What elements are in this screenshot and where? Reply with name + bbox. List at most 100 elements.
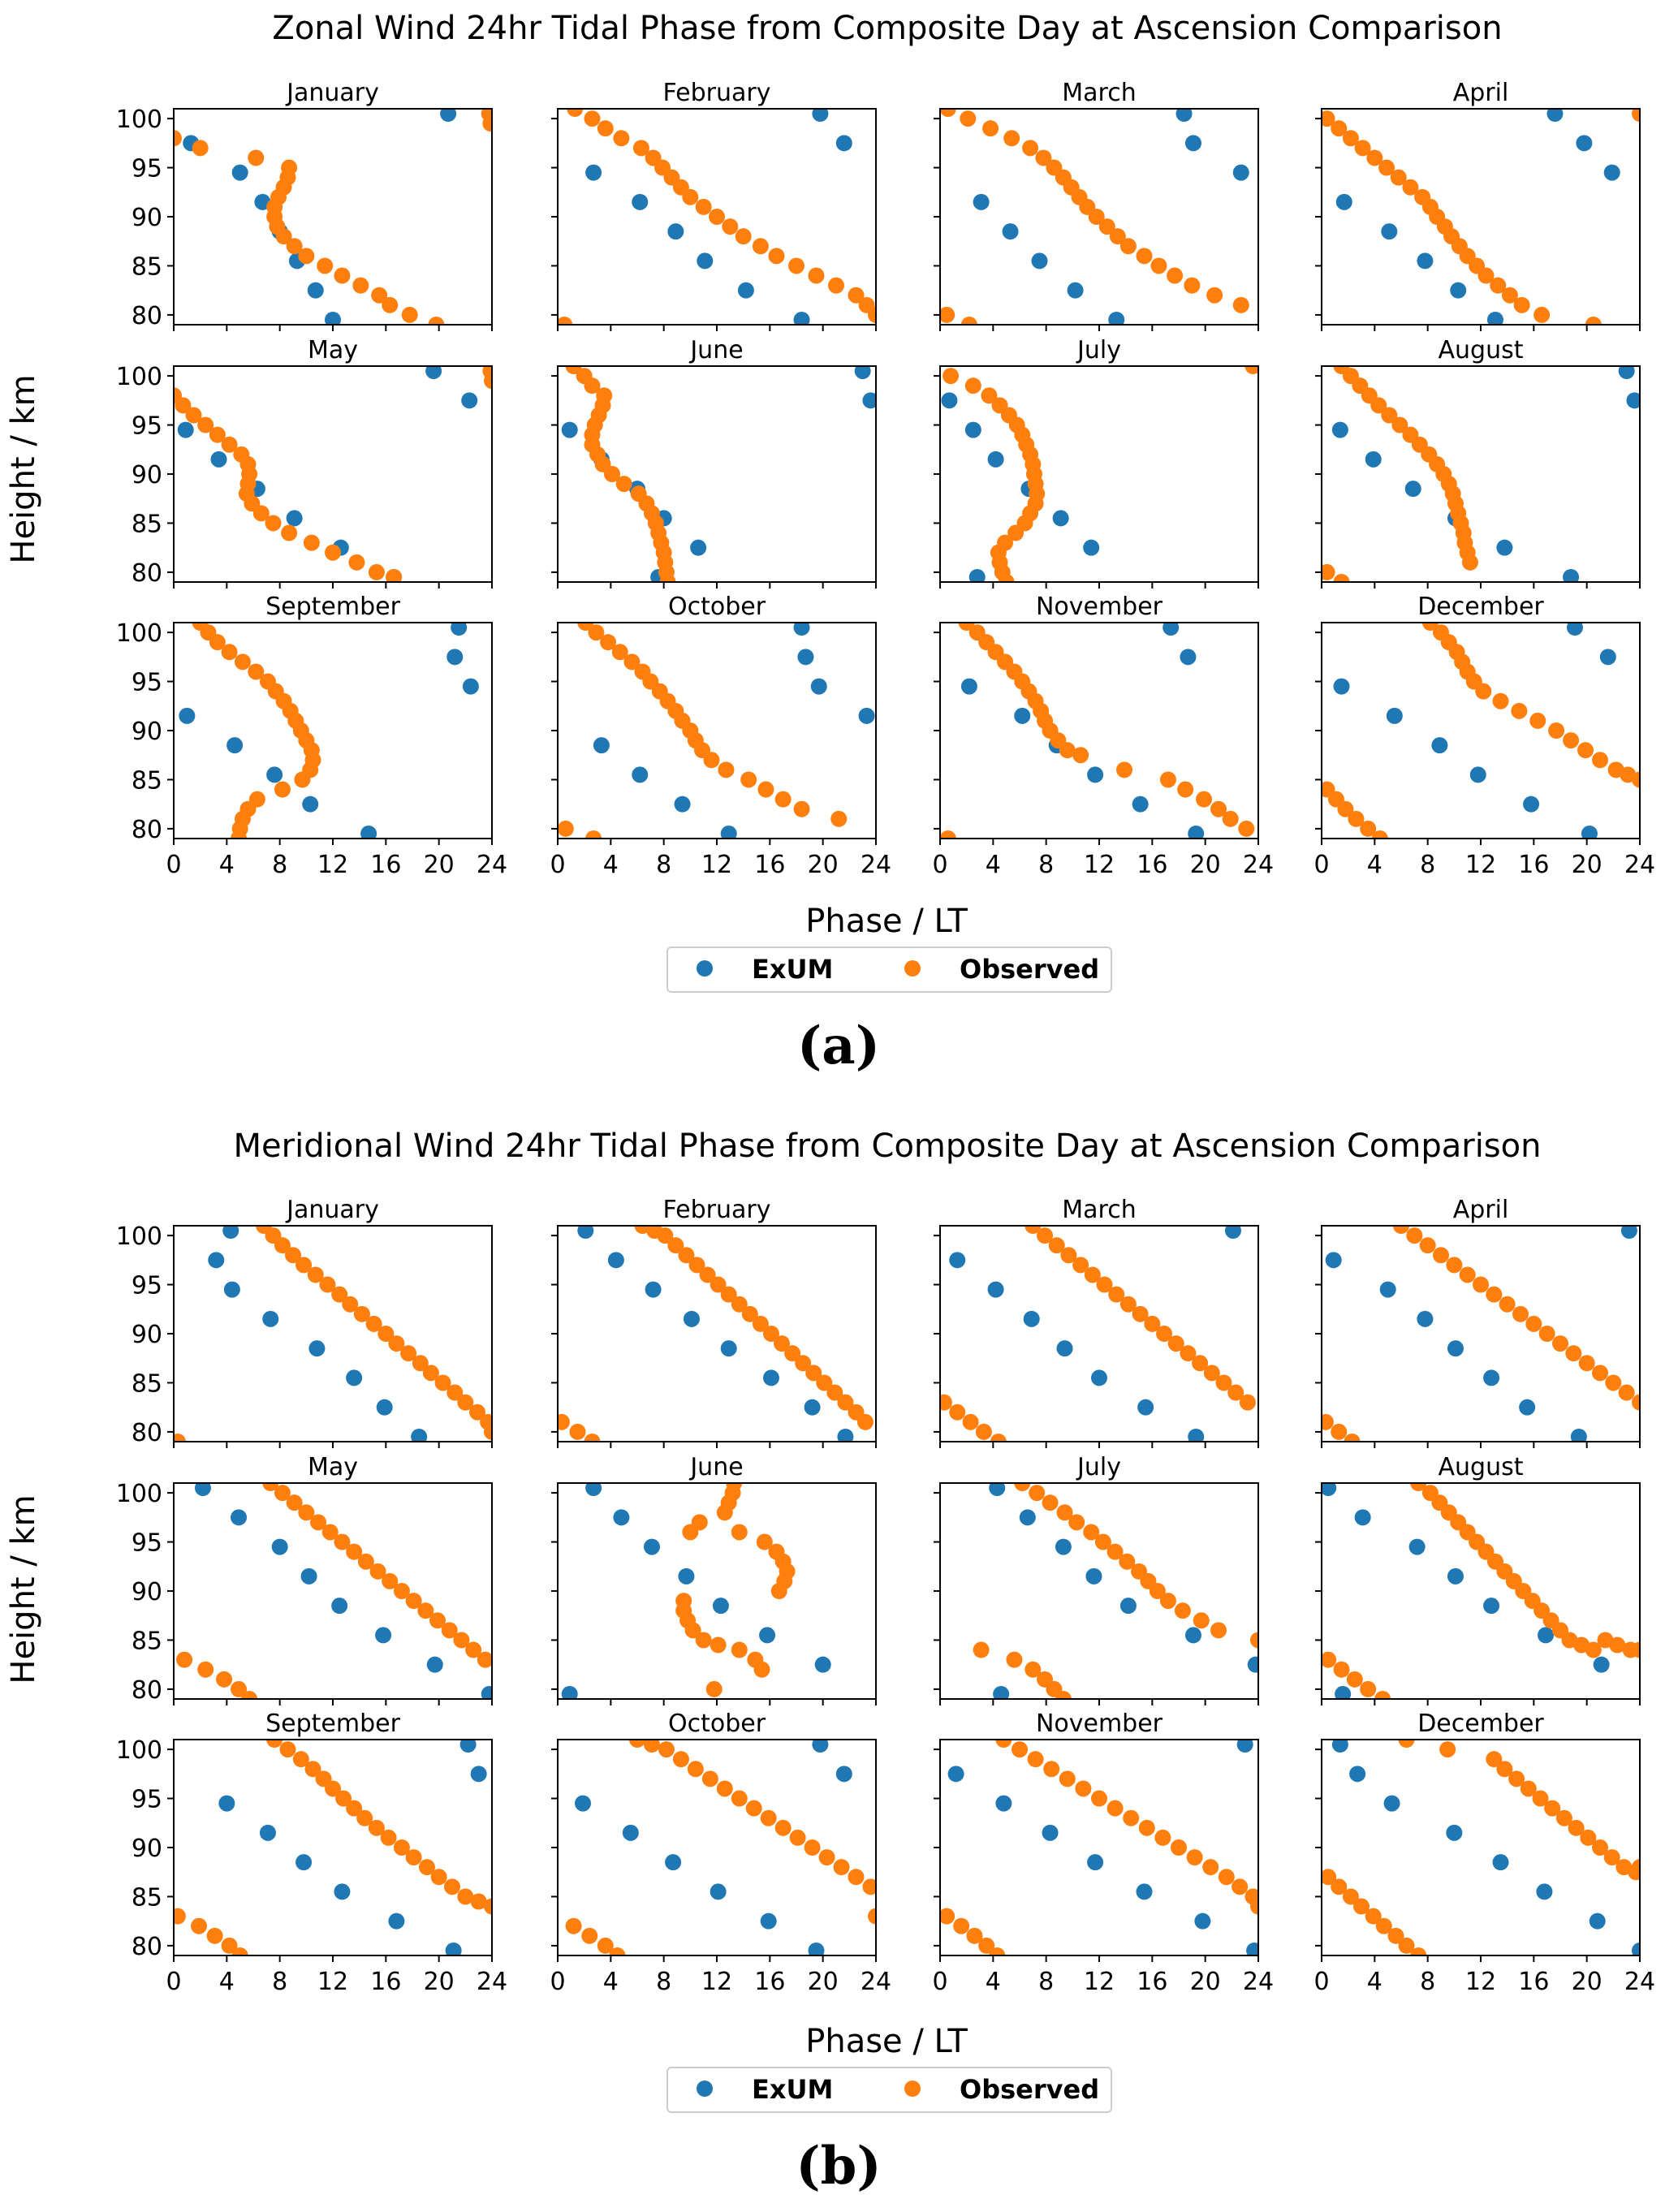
observed-point [331,1286,348,1303]
observed-point [1387,1927,1404,1944]
observed-point [1406,1227,1423,1244]
exum-point [1593,1656,1610,1673]
meridional-wind-figure: Meridional Wind 24hr Tidal Phase from Co… [5,1128,1655,2197]
exum-point [1163,623,1180,636]
scatter-points [940,109,1249,325]
panel-title: November [1036,593,1163,621]
meridional-panel-december: December 0 4 8 12 16 20 24 [1313,1710,1655,1996]
legend-exum-marker-icon [697,960,713,977]
y-tick-label: 95 [132,1786,162,1814]
observed-point [1378,159,1395,176]
observed-point [585,830,602,839]
legend-exum-marker-icon [697,2080,713,2097]
meridional-panel-june: June [551,1453,877,1705]
panel-title: April [1453,1196,1509,1224]
observed-point [275,228,292,245]
observed-point [1390,169,1407,186]
observed-point [221,1937,238,1954]
observed-point [393,1583,410,1599]
observed-point [382,296,399,313]
exum-point [645,1281,662,1298]
legend-observed-marker-icon [904,960,921,977]
observed-point [848,287,865,304]
observed-point [465,1641,482,1658]
exum-point [737,282,754,299]
y-tick-label: 100 [116,1222,162,1251]
observed-point [731,1790,748,1807]
observed-point [377,1326,395,1342]
panel-title: January [285,1196,379,1224]
x-tick-label: 16 [754,851,785,879]
observed-point [1106,1543,1124,1560]
y-tick-label: 90 [132,461,162,489]
observed-point [613,130,630,147]
observed-point [1365,1908,1382,1925]
exum-point [1417,252,1434,269]
exum-point [643,1538,660,1555]
exum-point [445,1942,462,1955]
exum-point [561,421,578,438]
exum-point [987,451,1004,468]
x-tick-label: 4 [1367,851,1383,879]
observed-point [1159,1593,1176,1610]
scatter-points [565,1740,876,1955]
zonal-panel-october: October 0 4 8 12 16 20 24 [550,593,891,879]
exum-point [1247,1656,1258,1673]
observed-point [774,1819,792,1836]
zonal-legend: ExUM Observed [666,946,1112,993]
meridional-figure-title: Meridional Wind 24hr Tidal Phase from Co… [234,1128,1542,1165]
exum-point [1536,1883,1553,1900]
observed-point [682,188,699,205]
exum-point [1083,539,1100,556]
exum-point [1325,1252,1342,1269]
observed-point [1055,1691,1072,1699]
observed-point [405,1849,422,1866]
exum-point [667,223,684,240]
observed-point [1331,120,1348,137]
observed-point [1585,1641,1602,1658]
observed-point [1149,1583,1166,1599]
scatter-points [174,366,492,582]
observed-point [304,1761,321,1778]
observed-point [793,800,810,817]
observed-point [1042,1494,1059,1511]
y-tick-label: 80 [132,1933,162,1961]
observed-point [221,436,238,453]
observed-point [940,109,956,117]
exum-point [1232,164,1249,181]
observed-point [484,1898,492,1915]
observed-point [1585,317,1602,325]
scatter-points [940,1226,1256,1442]
observed-point [174,130,182,147]
exum-point [1087,1854,1104,1871]
observed-point [286,238,303,255]
scatter-points [973,1483,1258,1699]
exum-point [1119,1598,1137,1615]
y-tick-label: 80 [132,559,162,588]
x-tick-label: 24 [1624,1968,1655,1996]
exum-point [1175,109,1193,123]
observed-point [1410,1947,1427,1955]
observed-point [1003,130,1020,147]
observed-point [1513,296,1530,313]
zonal-panel-november: November 0 4 8 12 16 20 24 [932,593,1274,879]
exum-point [262,1310,279,1327]
observed-point [382,1572,399,1589]
observed-point [816,1374,833,1391]
observed-point [1354,140,1371,157]
exum-point [1019,1509,1036,1526]
x-tick-label: 16 [754,1968,785,1996]
exum-point [1450,282,1467,299]
exum-point [462,678,479,695]
exum-point [960,678,977,695]
observed-point [558,317,573,325]
zonal-panel-may: May 80 85 90 95 100 [116,336,493,589]
exum-point [1042,1824,1059,1841]
observed-point [735,228,752,245]
observed-point [279,1741,296,1758]
exum-point [411,1428,428,1442]
observed-point [310,1514,327,1531]
panel-title: December [1417,593,1544,621]
exum-point [1447,1567,1464,1585]
observed-point [441,1622,458,1639]
